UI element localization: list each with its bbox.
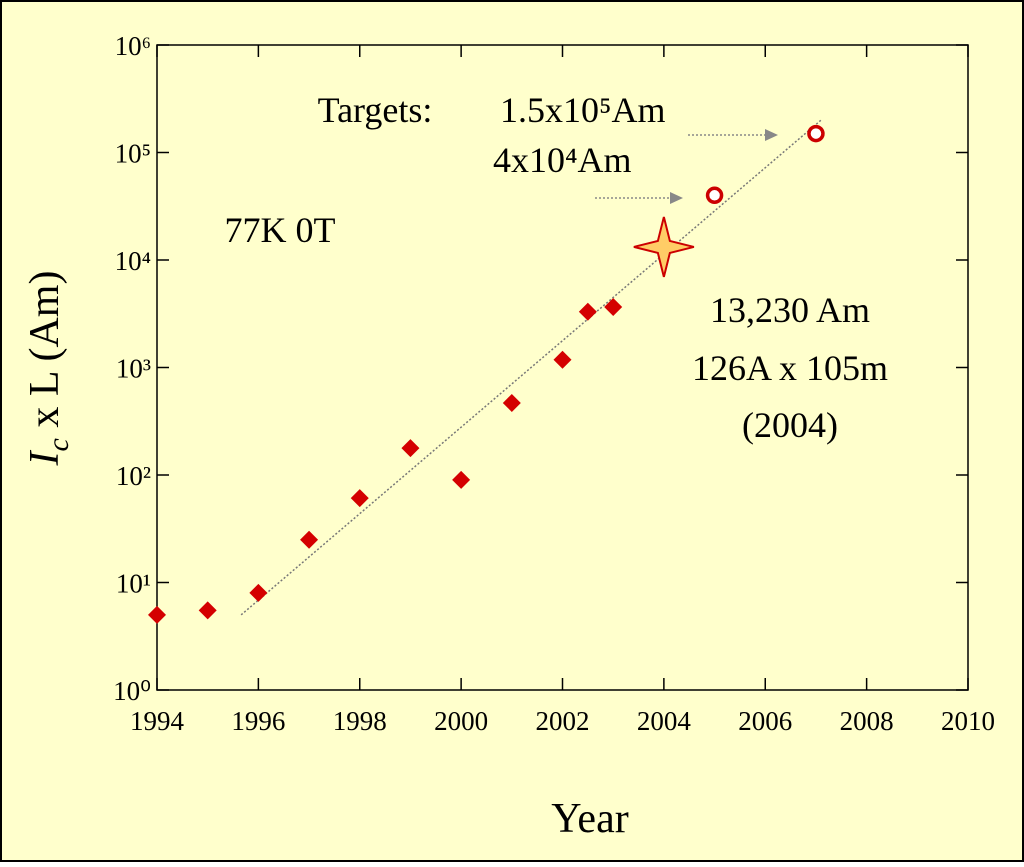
annotation: Targets: — [318, 90, 433, 130]
point — [300, 530, 319, 549]
y-label-rest: x L (Am) — [22, 271, 68, 439]
point — [350, 489, 369, 508]
y-tick-label: 10⁵ — [115, 139, 151, 169]
arrow-head — [670, 192, 683, 204]
y-axis-label: Ic x L (Am) — [22, 271, 75, 467]
x-tick-label: 1998 — [333, 706, 387, 736]
point — [198, 601, 217, 620]
x-tick-label: 1996 — [231, 706, 285, 736]
arrow-head — [765, 129, 778, 141]
annotation: 13,230 Am — [710, 290, 870, 330]
y-label-symbol: I — [22, 449, 68, 466]
y-tick-label: 10⁶ — [115, 31, 151, 61]
annotation: 126A x 105m — [692, 348, 888, 388]
trend-line — [240, 119, 822, 616]
x-axis-label: Year — [551, 796, 628, 842]
point — [148, 605, 166, 624]
point — [705, 186, 724, 205]
y-tick-label: 10² — [116, 461, 151, 491]
arrows — [595, 134, 765, 199]
y-tick-label: 10⁴ — [115, 246, 151, 276]
point — [807, 124, 825, 143]
y-tick-label: 10³ — [116, 354, 151, 384]
x-tick-label: 2004 — [637, 706, 692, 736]
y-tick-label: 10¹ — [116, 569, 151, 599]
point — [401, 439, 420, 458]
x-tick-label: 2008 — [840, 706, 894, 736]
point — [502, 393, 521, 412]
point — [249, 583, 268, 602]
annotation: 1.5x10⁵Am — [500, 90, 666, 130]
point — [553, 350, 572, 369]
x-tick-label: 2002 — [536, 706, 590, 736]
point — [604, 298, 623, 317]
annotation: 4x10⁴Am — [493, 140, 632, 180]
y-label-subscript: c — [42, 438, 75, 451]
point — [633, 216, 695, 278]
annotation: 77K 0T — [225, 210, 336, 250]
x-tick-label: 1994 — [130, 706, 185, 736]
x-tick-label: 2006 — [738, 706, 792, 736]
point — [578, 302, 597, 321]
x-tick-label: 2010 — [941, 706, 995, 736]
annotation: (2004) — [742, 405, 838, 445]
y-tick-label: 10⁰ — [113, 676, 151, 706]
point — [452, 470, 471, 489]
x-tick-label: 2000 — [434, 706, 488, 736]
